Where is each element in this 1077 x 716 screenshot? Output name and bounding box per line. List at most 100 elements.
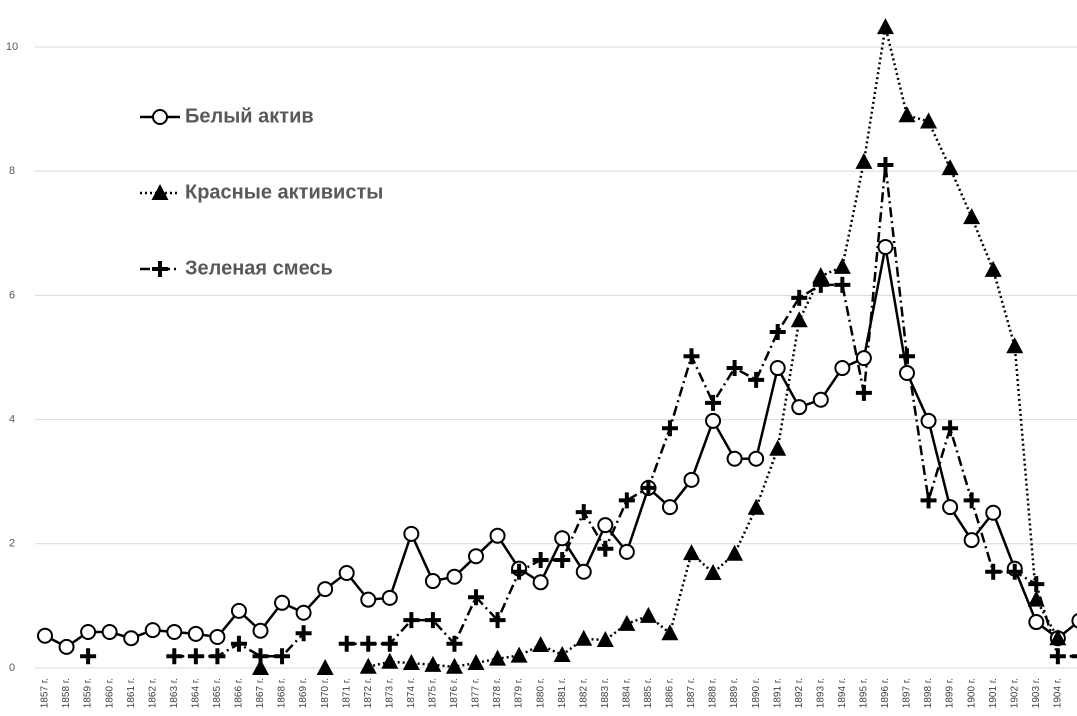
x-tick-label: 1888 г. [708,678,719,708]
x-tick-label: 1870 г. [320,678,331,708]
x-tick-label: 1860 г. [104,678,115,708]
x-tick-label: 1867 г. [255,678,266,708]
marker [963,532,980,549]
x-tick-label: 1878 г. [492,678,503,708]
marker [252,659,269,675]
marker [984,260,1002,277]
marker [877,156,894,173]
x-tick-label: 1876 г. [449,678,460,708]
x-tick-label: 1896 г. [880,678,891,708]
marker [151,184,169,200]
marker [424,655,442,672]
x-tick-label: 1884 г. [621,678,632,708]
marker [274,648,291,665]
marker [812,391,829,408]
marker [230,602,247,619]
marker [920,412,937,429]
marker [661,420,678,437]
marker [1006,337,1024,354]
x-tick-label: 1874 г. [406,678,417,708]
marker [360,635,377,652]
marker [639,606,657,623]
marker [963,492,980,509]
x-tick-label: 1891 г. [772,678,783,708]
marker [597,540,614,557]
marker [769,324,786,341]
marker [1028,576,1045,593]
legend-label: Зеленая смесь [185,257,333,279]
marker [274,594,291,611]
x-tick-label: 1871 г. [341,678,352,708]
marker [359,657,377,674]
marker [381,652,399,669]
x-tick-label: 1885 г. [643,678,654,708]
marker [683,348,700,365]
marker [942,499,959,516]
marker [467,654,485,671]
marker [877,238,894,255]
marker [338,635,355,652]
marker [834,276,851,293]
x-tick-label: 1857 г. [40,678,51,708]
marker [748,371,765,388]
marker [554,530,571,547]
y-tick-label: 4 [9,413,15,425]
marker [532,551,549,568]
x-tick-label: 1883 г. [600,678,611,708]
x-tick-label: 1904 г. [1052,678,1063,708]
marker [618,614,636,631]
marker [899,365,915,382]
marker [1049,629,1067,646]
x-tick-label: 1863 г. [169,678,180,708]
marker [942,420,959,437]
marker [726,544,744,561]
x-tick-label: 1890 г. [751,678,762,708]
marker [985,563,1002,580]
marker [705,412,722,429]
marker [1027,590,1045,607]
marker [876,18,894,35]
x-tick-label: 1894 г. [837,678,848,708]
marker [1049,648,1066,665]
marker [661,499,678,516]
series-line [367,26,1059,669]
legend-entry: Белый актив [140,105,314,127]
marker [1071,654,1077,659]
marker [510,646,528,663]
x-tick-label: 1866 г. [234,678,245,708]
marker [209,628,226,645]
marker [489,612,506,629]
x-tick-label: 1859 г. [83,678,94,708]
marker [252,622,269,639]
legend-label: Белый актив [185,105,314,127]
x-tick-label: 1889 г. [729,678,740,708]
marker [166,623,183,640]
marker [511,563,528,580]
x-tick-label: 1862 г. [147,678,158,708]
legend-entry: Зеленая смесь [140,257,333,279]
marker [833,257,851,274]
legend-label: Красные активисты [185,181,383,203]
y-tick-label: 10 [6,41,18,53]
marker [575,504,592,521]
marker [812,267,830,284]
x-tick-label: 1900 г. [966,678,977,708]
x-tick-label: 1872 г. [363,678,374,708]
marker [618,543,635,560]
marker [596,631,614,648]
marker [424,612,441,629]
marker [152,261,168,277]
marker [402,654,420,671]
x-tick-label: 1869 г. [298,678,309,708]
x-tick-label: 1868 г. [277,678,288,708]
x-tick-label: 1875 г. [428,678,439,708]
x-tick-label: 1895 г. [859,678,870,708]
x-tick-label: 1864 г. [190,678,201,708]
marker [705,394,722,411]
marker [899,348,915,365]
marker [209,648,226,665]
x-tick-label: 1881 г. [557,678,568,708]
y-tick-label: 8 [9,165,15,177]
x-tick-label: 1858 г. [61,678,72,708]
marker [812,276,829,293]
